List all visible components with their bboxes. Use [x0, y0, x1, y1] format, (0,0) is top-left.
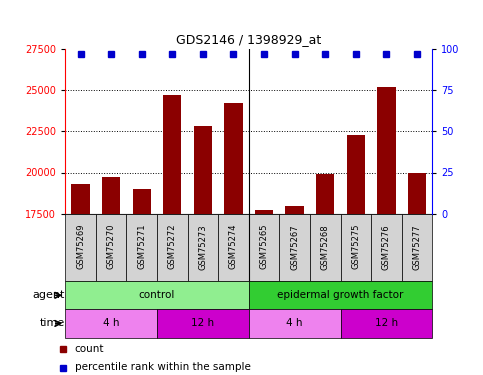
- Text: GSM75272: GSM75272: [168, 224, 177, 269]
- Text: count: count: [75, 344, 104, 354]
- Bar: [377, 87, 396, 214]
- Text: GSM75271: GSM75271: [137, 224, 146, 269]
- Bar: [341, 309, 432, 338]
- Text: epidermal growth factor: epidermal growth factor: [277, 290, 404, 300]
- Text: 12 h: 12 h: [375, 318, 398, 328]
- Bar: [249, 214, 279, 281]
- Bar: [157, 309, 249, 338]
- Bar: [157, 214, 187, 281]
- Text: control: control: [139, 290, 175, 300]
- Bar: [249, 281, 432, 309]
- Bar: [65, 309, 157, 338]
- Bar: [249, 309, 341, 338]
- Text: 12 h: 12 h: [191, 318, 214, 328]
- Text: GSM75269: GSM75269: [76, 224, 85, 269]
- Bar: [255, 210, 273, 214]
- Text: GSM75270: GSM75270: [107, 224, 115, 269]
- Bar: [371, 214, 402, 281]
- Bar: [102, 177, 120, 214]
- Text: agent: agent: [33, 290, 65, 300]
- Bar: [310, 214, 341, 281]
- Bar: [341, 214, 371, 281]
- Bar: [163, 95, 182, 214]
- Text: GSM75274: GSM75274: [229, 224, 238, 269]
- Text: GSM75265: GSM75265: [259, 224, 269, 269]
- Bar: [218, 214, 249, 281]
- Text: percentile rank within the sample: percentile rank within the sample: [75, 363, 251, 372]
- Bar: [187, 214, 218, 281]
- Bar: [224, 103, 242, 214]
- Text: GSM75273: GSM75273: [199, 224, 207, 270]
- Title: GDS2146 / 1398929_at: GDS2146 / 1398929_at: [176, 33, 321, 46]
- Bar: [285, 206, 304, 214]
- Bar: [408, 173, 426, 214]
- Bar: [96, 214, 127, 281]
- Bar: [316, 174, 334, 214]
- Bar: [279, 214, 310, 281]
- Bar: [347, 135, 365, 214]
- Text: 4 h: 4 h: [286, 318, 303, 328]
- Bar: [65, 281, 249, 309]
- Text: GSM75275: GSM75275: [351, 224, 360, 269]
- Text: GSM75277: GSM75277: [412, 224, 422, 270]
- Bar: [65, 214, 96, 281]
- Text: GSM75267: GSM75267: [290, 224, 299, 270]
- Text: time: time: [40, 318, 65, 328]
- Text: 4 h: 4 h: [103, 318, 119, 328]
- Text: GSM75268: GSM75268: [321, 224, 330, 270]
- Bar: [194, 126, 212, 214]
- Bar: [71, 184, 90, 214]
- Bar: [127, 214, 157, 281]
- Text: GSM75276: GSM75276: [382, 224, 391, 270]
- Bar: [402, 214, 432, 281]
- Bar: [132, 189, 151, 214]
